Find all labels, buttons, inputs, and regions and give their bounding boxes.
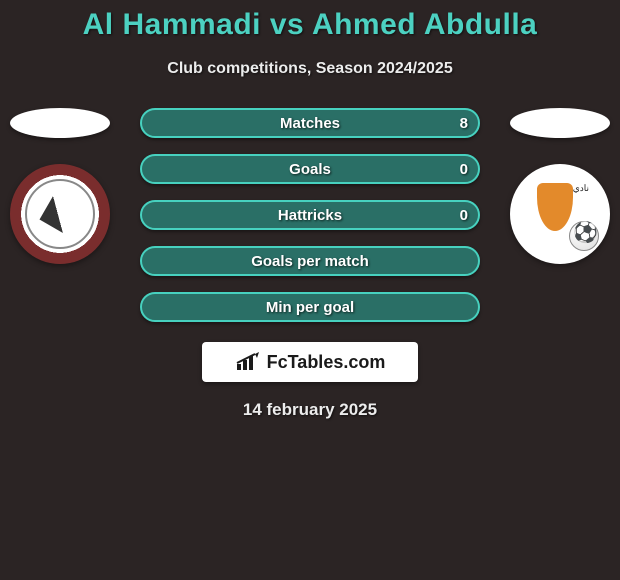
right-player-column: نادي — [500, 108, 620, 264]
stat-row-min-per-goal: Min per goal — [140, 292, 480, 322]
comparison-panel: نادي Matches 8 Goals 0 Hattricks 0 Goals… — [0, 108, 620, 420]
date-label: 14 february 2025 — [0, 400, 620, 420]
subtitle: Club competitions, Season 2024/2025 — [0, 60, 620, 78]
shield-icon — [537, 183, 573, 231]
left-player-column — [0, 108, 120, 264]
stat-label: Hattricks — [278, 207, 342, 224]
stat-value-right: 0 — [460, 207, 468, 224]
right-player-name-pill — [510, 108, 610, 138]
left-club-logo — [10, 164, 110, 264]
page-title: Al Hammadi vs Ahmed Abdulla — [0, 0, 620, 42]
stat-label: Min per goal — [266, 299, 354, 316]
stat-label: Goals — [289, 161, 331, 178]
stat-row-goals-per-match: Goals per match — [140, 246, 480, 276]
stat-row-matches: Matches 8 — [140, 108, 480, 138]
right-club-logo: نادي — [510, 164, 610, 264]
stat-row-hattricks: Hattricks 0 — [140, 200, 480, 230]
left-player-name-pill — [10, 108, 110, 138]
brand-watermark: FcTables.com — [202, 342, 418, 382]
stat-rows: Matches 8 Goals 0 Hattricks 0 Goals per … — [140, 108, 480, 322]
stat-row-goals: Goals 0 — [140, 154, 480, 184]
logo-text: نادي — [573, 183, 589, 194]
brand-text: FcTables.com — [267, 352, 386, 373]
stat-label: Matches — [280, 115, 340, 132]
crest-icon — [25, 179, 95, 249]
football-icon — [569, 221, 599, 251]
stat-label: Goals per match — [251, 253, 369, 270]
stat-value-right: 8 — [460, 115, 468, 132]
stat-value-right: 0 — [460, 161, 468, 178]
bar-chart-icon — [235, 352, 261, 372]
crest-icon: نادي — [525, 179, 595, 249]
